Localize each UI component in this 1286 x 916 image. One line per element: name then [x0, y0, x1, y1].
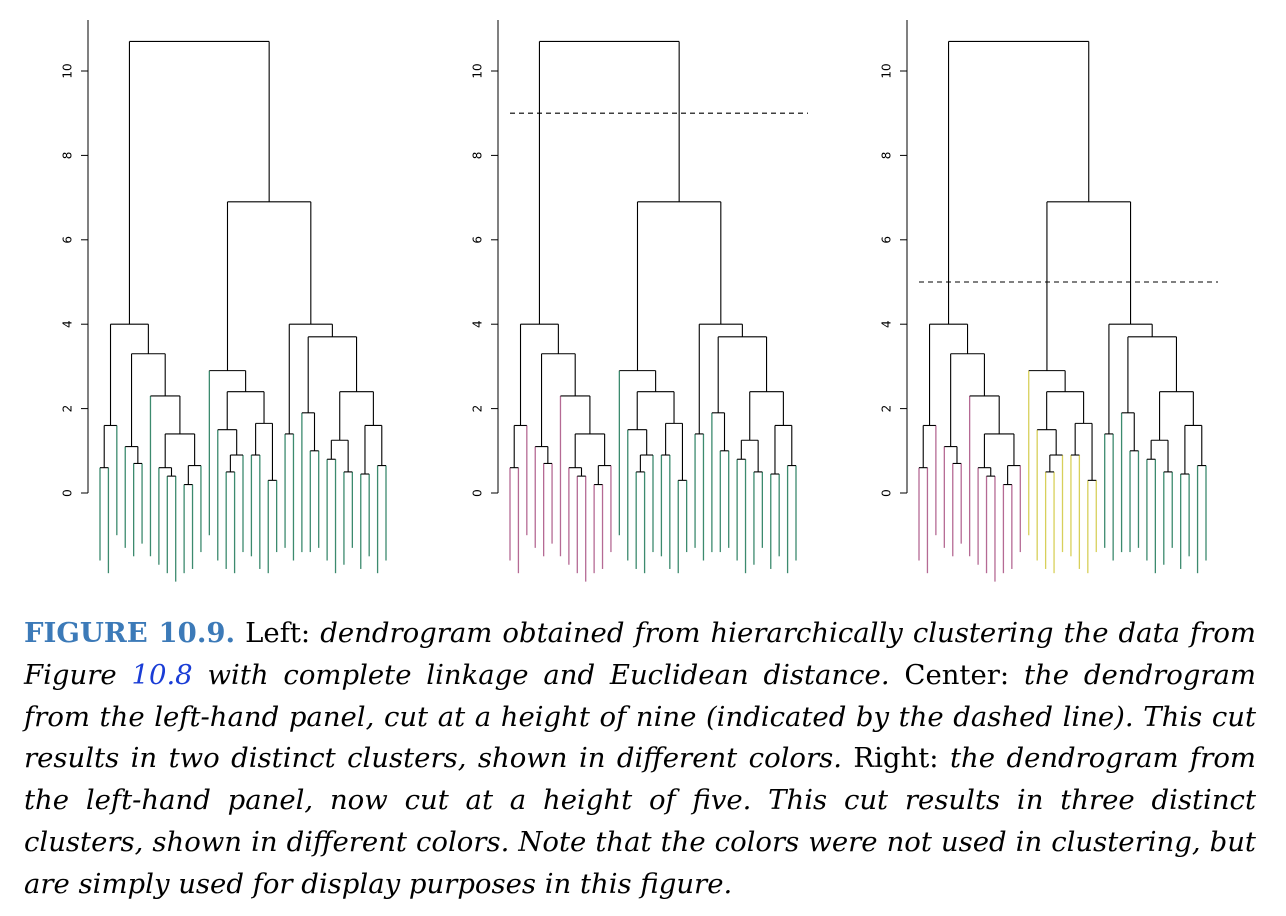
- y-tick-label: 8: [61, 152, 75, 160]
- y-tick-label: 8: [880, 152, 894, 160]
- y-tick-label: 4: [880, 320, 894, 328]
- y-tick-label: 4: [61, 320, 75, 328]
- y-tick-label: 0: [61, 489, 75, 497]
- dendrogram-panel-right: 0 2 4 6 8 10: [880, 20, 1218, 582]
- caption-center-description: the dendrogram from the left-hand panel,…: [24, 658, 1256, 775]
- figure-label: FIGURE 10.9.: [24, 617, 236, 649]
- y-tick-label: 2: [61, 405, 75, 413]
- caption-right-word: Right:: [853, 742, 939, 775]
- y-tick-label: 6: [880, 236, 894, 244]
- y-tick-label: 10: [61, 63, 75, 78]
- y-tick-label: 10: [880, 63, 894, 78]
- caption-center-word: Center:: [904, 658, 1010, 691]
- caption-right-description: the dendrogram from the left-hand panel,…: [24, 742, 1256, 900]
- y-tick-label: 0: [471, 489, 485, 497]
- y-tick-label: 2: [880, 405, 894, 413]
- y-tick-label: 2: [471, 405, 485, 413]
- dendrogram-figure: 0 2 4 6 8 10 0 2 4 6 8 10 0 2 4 6 8 10: [61, 20, 1218, 582]
- y-tick-label: 10: [471, 63, 485, 78]
- y-tick-label: 6: [61, 236, 75, 244]
- dendrogram-panel-left: 0 2 4 6 8 10: [61, 20, 387, 582]
- figure-reference-link[interactable]: 10.8: [131, 658, 193, 691]
- caption-left-word: Left:: [245, 617, 311, 649]
- caption-linkage-text: with complete linkage and Euclidean dist…: [207, 658, 890, 691]
- y-tick-label: 4: [471, 320, 485, 328]
- dendrogram-panel-center: 0 2 4 6 8 10: [471, 20, 808, 582]
- figure-caption: FIGURE 10.9. Left: dendrogram obtained f…: [24, 613, 1256, 906]
- caption-left-description: dendrogram obtained from hierarchically …: [24, 617, 1257, 691]
- y-tick-label: 0: [880, 489, 894, 497]
- y-tick-label: 8: [471, 152, 485, 160]
- y-tick-label: 6: [471, 236, 485, 244]
